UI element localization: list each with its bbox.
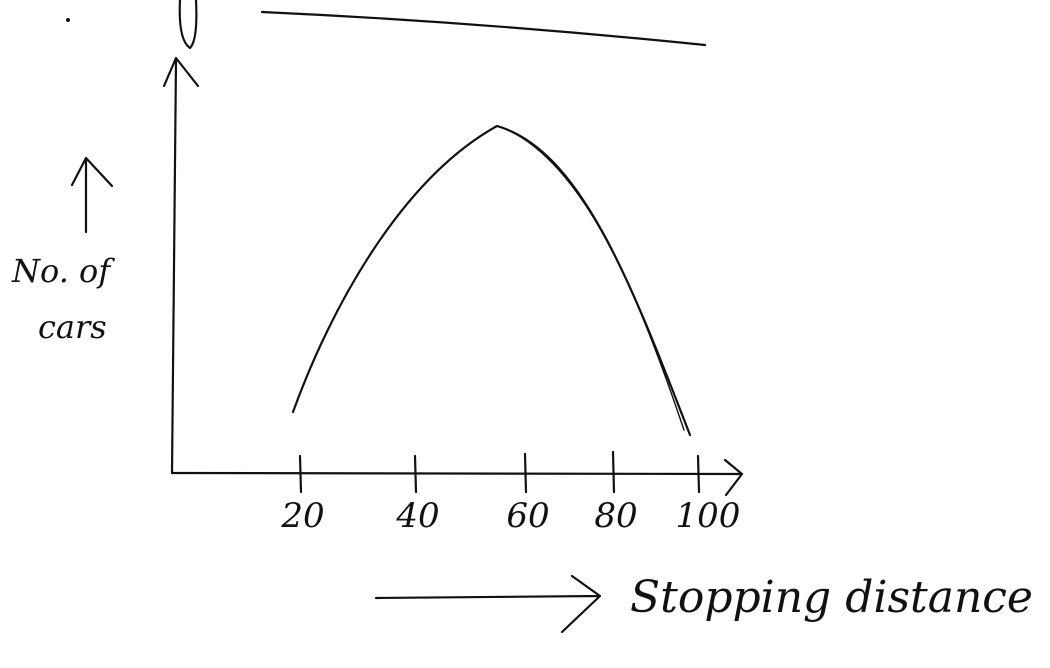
y-label-arrow (70, 156, 114, 234)
dot (66, 18, 70, 22)
x-axis-label: Stopping distance (630, 572, 1033, 623)
distribution-curve (291, 124, 692, 437)
top-mark (178, 0, 198, 50)
y-axis-label: No. of (11, 252, 115, 290)
y-axis (162, 56, 200, 475)
x-axis (170, 458, 744, 497)
x-tick-label: 80 (594, 496, 637, 536)
x-label-arrow (374, 574, 602, 634)
x-tick-label: 20 (280, 496, 324, 536)
x-tick-label: 40 (395, 496, 439, 536)
top-line (260, 10, 707, 47)
x-tick-label: 100 (676, 496, 741, 536)
curve-overstroke (500, 126, 685, 431)
y-axis-label: cars (38, 308, 107, 346)
x-tick-label: 60 (506, 496, 549, 536)
x-ticks (298, 450, 701, 494)
